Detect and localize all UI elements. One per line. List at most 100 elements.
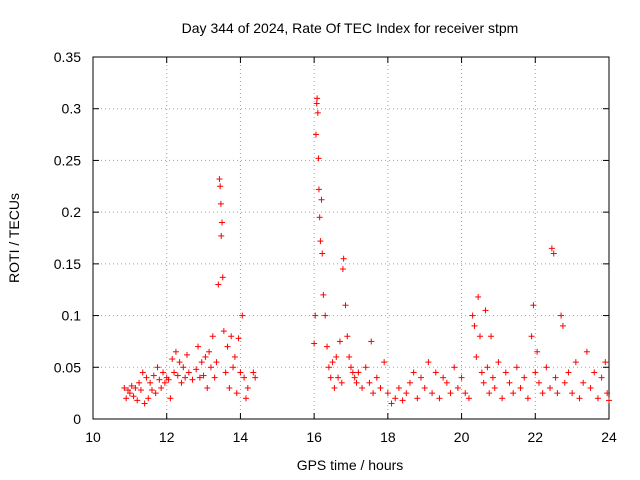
data-point xyxy=(130,393,137,400)
data-point xyxy=(495,359,502,366)
data-point xyxy=(121,384,128,391)
data-point xyxy=(312,312,319,319)
data-point xyxy=(602,359,609,366)
data-point xyxy=(182,374,189,381)
data-point xyxy=(469,312,476,319)
data-point xyxy=(312,131,319,138)
data-point xyxy=(432,369,439,376)
x-tick-label: 10 xyxy=(85,429,101,445)
data-point xyxy=(373,374,380,381)
data-point xyxy=(185,369,192,376)
data-point xyxy=(587,384,594,391)
data-point xyxy=(160,369,167,376)
data-point xyxy=(338,379,345,386)
data-point xyxy=(598,374,605,381)
x-tick-label: 24 xyxy=(601,429,617,445)
data-point xyxy=(128,382,135,389)
data-point xyxy=(158,384,165,391)
grid xyxy=(93,57,609,419)
data-point xyxy=(209,333,216,340)
data-point xyxy=(403,390,410,397)
data-point xyxy=(315,186,322,193)
data-point xyxy=(327,374,334,381)
data-point xyxy=(193,366,200,373)
data-point xyxy=(429,390,436,397)
y-tick-label: 0.3 xyxy=(62,101,82,117)
data-point xyxy=(217,200,224,207)
data-point xyxy=(136,379,143,386)
data-point xyxy=(206,348,213,355)
data-point xyxy=(317,238,324,245)
data-point xyxy=(528,333,535,340)
data-point xyxy=(535,379,542,386)
data-point xyxy=(436,395,443,402)
data-point xyxy=(224,343,231,350)
data-point xyxy=(351,374,358,381)
data-point xyxy=(554,390,561,397)
data-point xyxy=(189,376,196,383)
data-point xyxy=(454,384,461,391)
data-point xyxy=(233,390,240,397)
x-tick-label: 16 xyxy=(306,429,322,445)
data-point xyxy=(521,374,528,381)
data-point xyxy=(451,364,458,371)
data-point xyxy=(477,333,483,340)
data-point xyxy=(530,302,537,309)
data-point xyxy=(322,312,329,319)
data-point xyxy=(340,255,347,262)
data-point xyxy=(147,379,154,386)
x-tick-label: 14 xyxy=(233,429,249,445)
data-point xyxy=(576,395,583,402)
data-point xyxy=(196,374,203,381)
y-tick-label: 0 xyxy=(73,411,81,427)
data-point xyxy=(421,384,428,391)
data-point xyxy=(235,335,242,342)
axes: 0 0.05 0.1 0.15 0.2 0.25 0.3 0.35 10 12 14 16 18 20 22… xyxy=(54,49,617,445)
data-point xyxy=(145,395,152,402)
data-point xyxy=(314,95,321,102)
data-point xyxy=(126,390,133,397)
data-point xyxy=(534,348,541,355)
data-point xyxy=(139,369,146,376)
x-tick-label: 20 xyxy=(454,429,470,445)
data-point xyxy=(202,353,209,360)
data-point xyxy=(506,379,513,386)
data-point xyxy=(384,390,391,397)
data-point xyxy=(315,155,322,162)
data-point xyxy=(178,379,185,386)
data-point xyxy=(318,196,325,203)
x-axis-label: GPS time / hours xyxy=(297,457,404,473)
data-point xyxy=(329,359,336,366)
data-point xyxy=(219,219,225,226)
data-point xyxy=(132,384,139,391)
data-point xyxy=(183,351,190,358)
data-point xyxy=(204,384,211,391)
data-point xyxy=(447,390,454,397)
data-point xyxy=(226,384,233,391)
data-point xyxy=(425,359,432,366)
data-point xyxy=(180,364,187,371)
data-point xyxy=(480,379,487,386)
data-point xyxy=(237,369,244,376)
data-point xyxy=(353,379,360,386)
data-point xyxy=(218,232,225,239)
data-point xyxy=(154,364,161,371)
y-tick-label: 0.1 xyxy=(62,308,82,324)
data-point xyxy=(552,374,559,381)
data-point xyxy=(342,302,349,309)
data-point xyxy=(565,369,572,376)
data-points xyxy=(121,95,612,407)
data-point xyxy=(242,395,249,402)
data-point xyxy=(241,374,248,381)
y-tick-label: 0.25 xyxy=(54,152,81,168)
data-point xyxy=(339,266,346,273)
data-point xyxy=(473,353,480,360)
data-point xyxy=(344,333,351,340)
data-point xyxy=(359,384,366,391)
data-point xyxy=(486,390,493,397)
data-point xyxy=(502,369,509,376)
data-point xyxy=(348,364,354,371)
data-point xyxy=(219,274,226,281)
data-point xyxy=(250,369,257,376)
